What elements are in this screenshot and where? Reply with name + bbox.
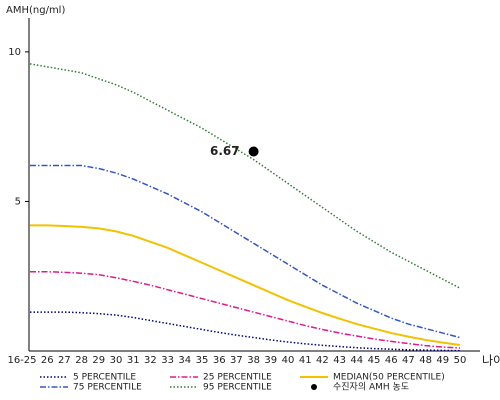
x-tick-label: 42 (316, 355, 329, 366)
x-tick-label: 43 (333, 355, 346, 366)
legend-label: 95 PERCENTILE (203, 383, 272, 393)
y-tick-label: 5 (15, 196, 21, 207)
y-axis-label: AMH(ng/ml) (6, 5, 65, 16)
x-tick-label: 34 (178, 355, 191, 366)
series-line (29, 63, 461, 289)
legend-label: 수진자의 AMH 농도 (333, 382, 409, 393)
legend-label: 25 PERCENTILE (203, 373, 272, 383)
y-tick-label: 10 (8, 47, 21, 58)
x-tick-label: 32 (144, 355, 157, 366)
x-tick-label: 39 (264, 355, 277, 366)
x-tick-label: 29 (92, 355, 105, 366)
legend-label: 5 PERCENTILE (73, 373, 136, 383)
x-axis-label: 나이 (482, 354, 500, 368)
x-tick-label: 38 (247, 355, 260, 366)
x-tick-label: 41 (299, 355, 312, 366)
legend-point (311, 384, 317, 390)
series-line (30, 270, 461, 349)
x-tick-label: 49 (436, 355, 449, 366)
x-tick-label: 36 (213, 355, 226, 366)
x-tick-label: 50 (454, 355, 467, 366)
x-tick-label: 40 (282, 355, 295, 366)
x-tick-label: 30 (110, 355, 123, 366)
series-line (30, 164, 461, 339)
x-tick-label: 48 (419, 355, 432, 366)
x-tick-label: 16-25 (7, 355, 36, 366)
x-tick-label: 44 (350, 355, 363, 366)
x-tick-label: 45 (368, 355, 381, 366)
x-tick-label: 28 (75, 355, 88, 366)
x-tick-label: 31 (127, 355, 140, 366)
patient-point (248, 146, 259, 157)
series-line (30, 224, 461, 347)
x-tick-label: 46 (385, 355, 398, 366)
legend-label: MEDIAN(50 PERCENTILE) (333, 373, 445, 383)
legend-label: 75 PERCENTILE (73, 383, 142, 393)
x-tick-label: 26 (41, 355, 54, 366)
x-tick-label: 33 (161, 355, 174, 366)
series-line (30, 311, 461, 352)
x-tick-label: 47 (402, 355, 415, 366)
point-label: 6.67 (210, 144, 240, 158)
x-tick-label: 37 (230, 355, 243, 366)
x-tick-label: 35 (196, 355, 209, 366)
x-tick-label: 27 (58, 355, 71, 366)
